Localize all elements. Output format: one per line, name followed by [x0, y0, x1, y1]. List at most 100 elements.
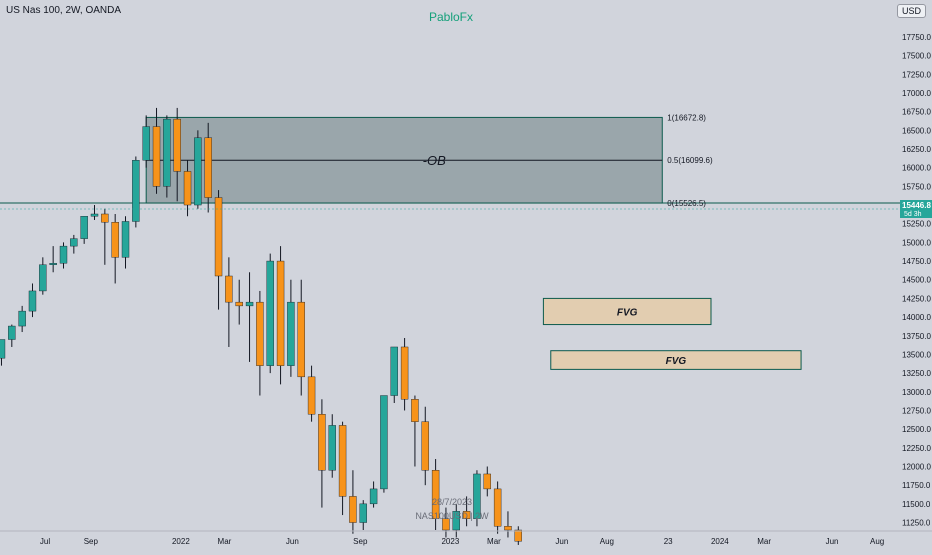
- candle-body: [28, 290, 37, 312]
- x-tick-label: Jun: [555, 537, 568, 546]
- candle-body: [421, 421, 429, 471]
- candle-body: [59, 245, 68, 264]
- y-axis-area: [900, 0, 932, 550]
- candle-body: [400, 346, 409, 400]
- candle-body: [173, 118, 181, 172]
- price-tag: 15446.85d 3h: [900, 200, 932, 219]
- y-tick-label: 12250.0: [902, 444, 931, 453]
- candle-body: [349, 496, 357, 523]
- candle-body: [163, 118, 171, 187]
- y-tick-label: 13750.0: [902, 332, 931, 341]
- y-tick-label: 12500.0: [902, 425, 931, 434]
- candle-body: [390, 346, 398, 396]
- y-tick-label: 17250.0: [902, 70, 931, 79]
- candle-body: [49, 263, 57, 265]
- candle-body: [214, 197, 223, 277]
- x-tick-label: Jul: [40, 537, 50, 546]
- y-tick-label: 13000.0: [902, 388, 931, 397]
- candle-body: [8, 325, 16, 340]
- candle-body: [318, 414, 326, 471]
- candle-body: [276, 260, 285, 366]
- candle-body: [152, 126, 161, 187]
- candle-body: [142, 126, 150, 161]
- candle-body: [204, 137, 212, 198]
- candle-body: [328, 425, 336, 471]
- candle-body: [411, 399, 419, 422]
- x-tick-label: Aug: [870, 537, 884, 546]
- candle-body: [0, 339, 6, 359]
- y-tick-label: 14250.0: [902, 294, 931, 303]
- ob-level-label: 0.5(16099.6): [667, 156, 713, 165]
- y-tick-label: 14000.0: [902, 313, 931, 322]
- y-tick-label: 17000.0: [902, 89, 931, 98]
- candle-body: [183, 171, 192, 206]
- candle-body: [307, 376, 316, 415]
- x-tick-label: Aug: [600, 537, 614, 546]
- y-tick-label: 13500.0: [902, 350, 931, 359]
- candle-body: [338, 425, 347, 497]
- candle-body: [514, 529, 522, 542]
- candle-body: [90, 213, 99, 217]
- x-tick-label: 2024: [711, 537, 729, 546]
- watermark-date: 28/7/2023: [432, 497, 472, 507]
- candle-body: [452, 511, 460, 531]
- ob-level-label: 1(16672.8): [667, 113, 706, 122]
- y-tick-label: 15750.0: [902, 182, 931, 191]
- x-tick-label: Sep: [353, 537, 368, 546]
- y-tick-label: 15000.0: [902, 238, 931, 247]
- price-tag-countdown: 5d 3h: [904, 211, 922, 218]
- price-tag-bg: [900, 200, 932, 219]
- y-tick-label: 15250.0: [902, 220, 931, 229]
- currency-badge[interactable]: USD: [896, 4, 926, 18]
- y-tick-label: 14750.0: [902, 257, 931, 266]
- candle-body: [225, 275, 233, 303]
- candle-body: [431, 470, 440, 519]
- y-tick-label: 17750.0: [902, 33, 931, 42]
- x-tick-label: Mar: [757, 537, 771, 546]
- candle-body: [245, 301, 254, 307]
- candle-body: [256, 301, 264, 366]
- x-tick-label: 2023: [441, 537, 459, 546]
- watermark-symbol: NAS100USD | 2W: [415, 511, 489, 521]
- candle-body: [504, 526, 512, 531]
- y-tick-label: 16750.0: [902, 108, 931, 117]
- symbol-title: US Nas 100, 2W, OANDA: [6, 5, 122, 16]
- y-tick-label: 13250.0: [902, 369, 931, 378]
- candle-body: [359, 503, 367, 523]
- candle-body: [70, 238, 78, 247]
- x-tick-label: Jun: [826, 537, 839, 546]
- candle-body: [483, 473, 491, 490]
- ob-level-label: 0(15526.5): [667, 199, 706, 208]
- y-tick-label: 16250.0: [902, 145, 931, 154]
- candle-body: [235, 301, 243, 307]
- y-tick-label: 16000.0: [902, 164, 931, 173]
- x-tick-label: Mar: [487, 537, 501, 546]
- candle-body: [111, 222, 119, 258]
- candle-body: [121, 221, 130, 258]
- fvg-zone: [542, 297, 712, 326]
- candle-body: [18, 310, 26, 327]
- x-tick-label: 23: [664, 537, 673, 546]
- candle-body: [132, 160, 140, 222]
- candle-body: [442, 518, 450, 531]
- candle-body: [473, 473, 481, 519]
- price-tag-value: 15446.8: [902, 201, 931, 210]
- y-tick-label: 11750.0: [902, 481, 931, 490]
- x-tick-label: 2022: [172, 537, 190, 546]
- y-tick-label: 14500.0: [902, 276, 931, 285]
- candle-body: [493, 488, 502, 527]
- x-tick-label: Mar: [218, 537, 232, 546]
- candle-body: [380, 395, 388, 490]
- candle-body: [297, 301, 305, 378]
- x-tick-label: Sep: [84, 537, 99, 546]
- fvg-label: FVG: [617, 307, 638, 318]
- fvg-label: FVG: [666, 356, 687, 367]
- y-tick-label: 12000.0: [902, 463, 931, 472]
- candle-body: [462, 511, 471, 519]
- candle-body: [39, 264, 47, 292]
- y-tick-label: 12750.0: [902, 406, 931, 415]
- y-tick-label: 11250.0: [902, 519, 931, 528]
- candle-body: [266, 260, 274, 366]
